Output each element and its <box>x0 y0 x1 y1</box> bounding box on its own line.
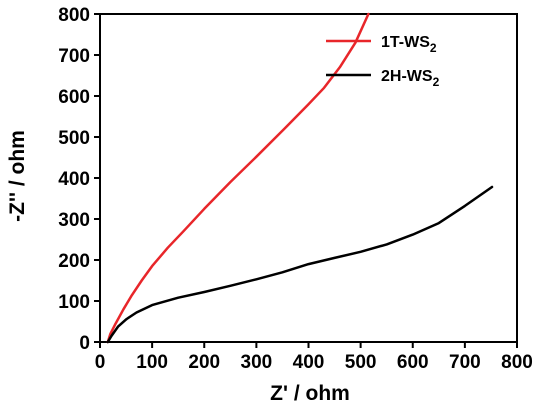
legend: 1T-WS2 2H-WS2 <box>326 34 440 89</box>
series-lines <box>106 12 494 344</box>
legend-label-1: 1T-WS2 <box>381 34 437 55</box>
x-tick-label: 200 <box>188 352 220 373</box>
x-tick-label: 300 <box>241 352 273 373</box>
axis-ticks: 0 100 200 300 400 500 600 700 800 0 100 200 300 400 50… <box>58 5 533 373</box>
x-axis-title: Z' / ohm <box>270 382 350 405</box>
x-tick-label: 100 <box>136 352 168 373</box>
x-tick-label: 500 <box>345 352 377 373</box>
y-tick-label: 700 <box>58 46 90 67</box>
y-tick-label: 800 <box>58 5 90 26</box>
y-axis-title: -Z'' / ohm <box>6 130 29 222</box>
x-tick-label: 600 <box>397 352 429 373</box>
y-tick-label: 500 <box>58 128 90 149</box>
y-tick-label: 300 <box>58 210 90 231</box>
series-line-2 <box>106 185 494 344</box>
legend-label-2: 2H-WS2 <box>381 68 440 89</box>
y-tick-label: 200 <box>58 251 90 272</box>
x-tick-label: 400 <box>293 352 325 373</box>
y-tick-label: 0 <box>79 333 90 354</box>
x-tick-label: 0 <box>95 352 106 373</box>
legend-subscript: 2 <box>430 41 437 55</box>
x-tick-label: 800 <box>501 352 533 373</box>
plot-frame <box>99 13 518 343</box>
legend-subscript: 2 <box>433 75 440 89</box>
x-tick-label: 700 <box>449 352 481 373</box>
series-line-1 <box>106 12 370 344</box>
y-tick-label: 100 <box>58 292 90 313</box>
plot-area-border <box>99 13 518 343</box>
y-tick-label: 600 <box>58 87 90 108</box>
y-tick-label: 400 <box>58 169 90 190</box>
